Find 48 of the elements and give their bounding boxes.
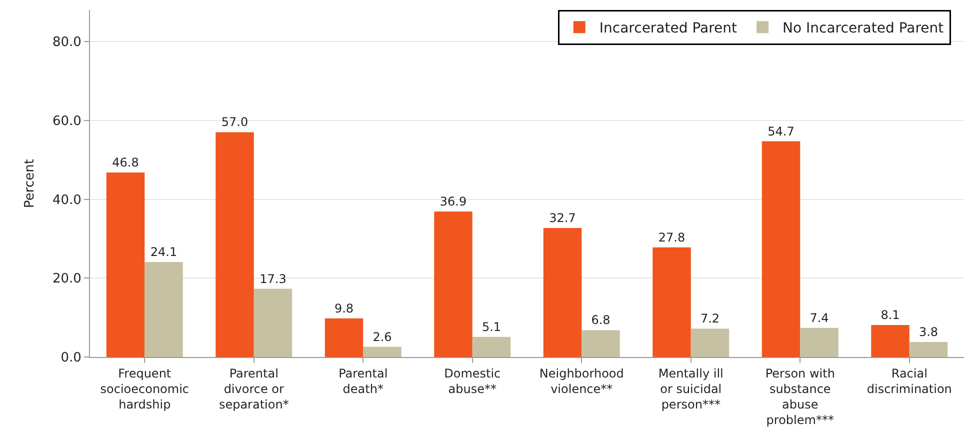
data-label: 54.7 (768, 124, 794, 138)
bar (254, 288, 292, 357)
y-tick-label: 80.0 (52, 35, 82, 50)
data-label: 5.1 (482, 320, 502, 334)
data-label: 7.4 (810, 310, 829, 325)
bar (324, 318, 364, 357)
data-label: 7.2 (700, 312, 720, 326)
bar (800, 328, 838, 357)
data-label: 17.3 (260, 272, 286, 286)
bar (543, 228, 582, 357)
x-tick-label: Domestic abuse** (444, 366, 501, 396)
y-tick-label: 40.0 (52, 192, 82, 208)
y-tick-label: 60.0 (52, 114, 82, 129)
y-tick-label: 20.0 (52, 272, 82, 287)
data-label: 6.8 (591, 313, 610, 328)
legend-label: No Incarcerated Parent (782, 20, 944, 37)
bar (909, 342, 948, 357)
x-tick-label: Frequent socioeconomic hardship (100, 366, 190, 412)
bar (216, 132, 254, 357)
bar (582, 330, 620, 357)
x-tick-label: Racial discrimination (866, 366, 952, 396)
data-label: 8.1 (880, 308, 900, 322)
bar (690, 328, 730, 357)
data-label: 32.7 (549, 211, 576, 226)
bar (434, 212, 472, 357)
bar (652, 247, 691, 357)
data-label: 36.9 (440, 194, 467, 208)
bar (472, 336, 511, 357)
x-tick-label: Parental divorce or separation* (218, 366, 289, 412)
legend-label: Incarcerated Parent (599, 20, 738, 37)
y-axis-title: Percent (22, 159, 38, 208)
data-label: 27.8 (658, 230, 686, 244)
data-label: 57.0 (221, 115, 248, 130)
bar (144, 262, 183, 357)
x-tick-label: Mentally ill or suicidal person*** (658, 366, 724, 412)
data-label: 3.8 (918, 325, 938, 340)
data-label: 2.6 (372, 330, 392, 344)
bar (106, 172, 145, 357)
data-label: 24.1 (150, 244, 178, 259)
bar (363, 346, 402, 357)
x-tick-label: Person with substance abuse problem*** (765, 366, 835, 428)
data-label: 9.8 (334, 301, 354, 316)
y-tick-label: 0.0 (60, 350, 82, 366)
bar (762, 141, 800, 357)
bar (871, 325, 910, 357)
x-tick-label: Neighborhood violence** (539, 366, 624, 396)
data-label: 46.8 (112, 155, 139, 170)
x-tick-label: Parental death* (338, 366, 388, 396)
